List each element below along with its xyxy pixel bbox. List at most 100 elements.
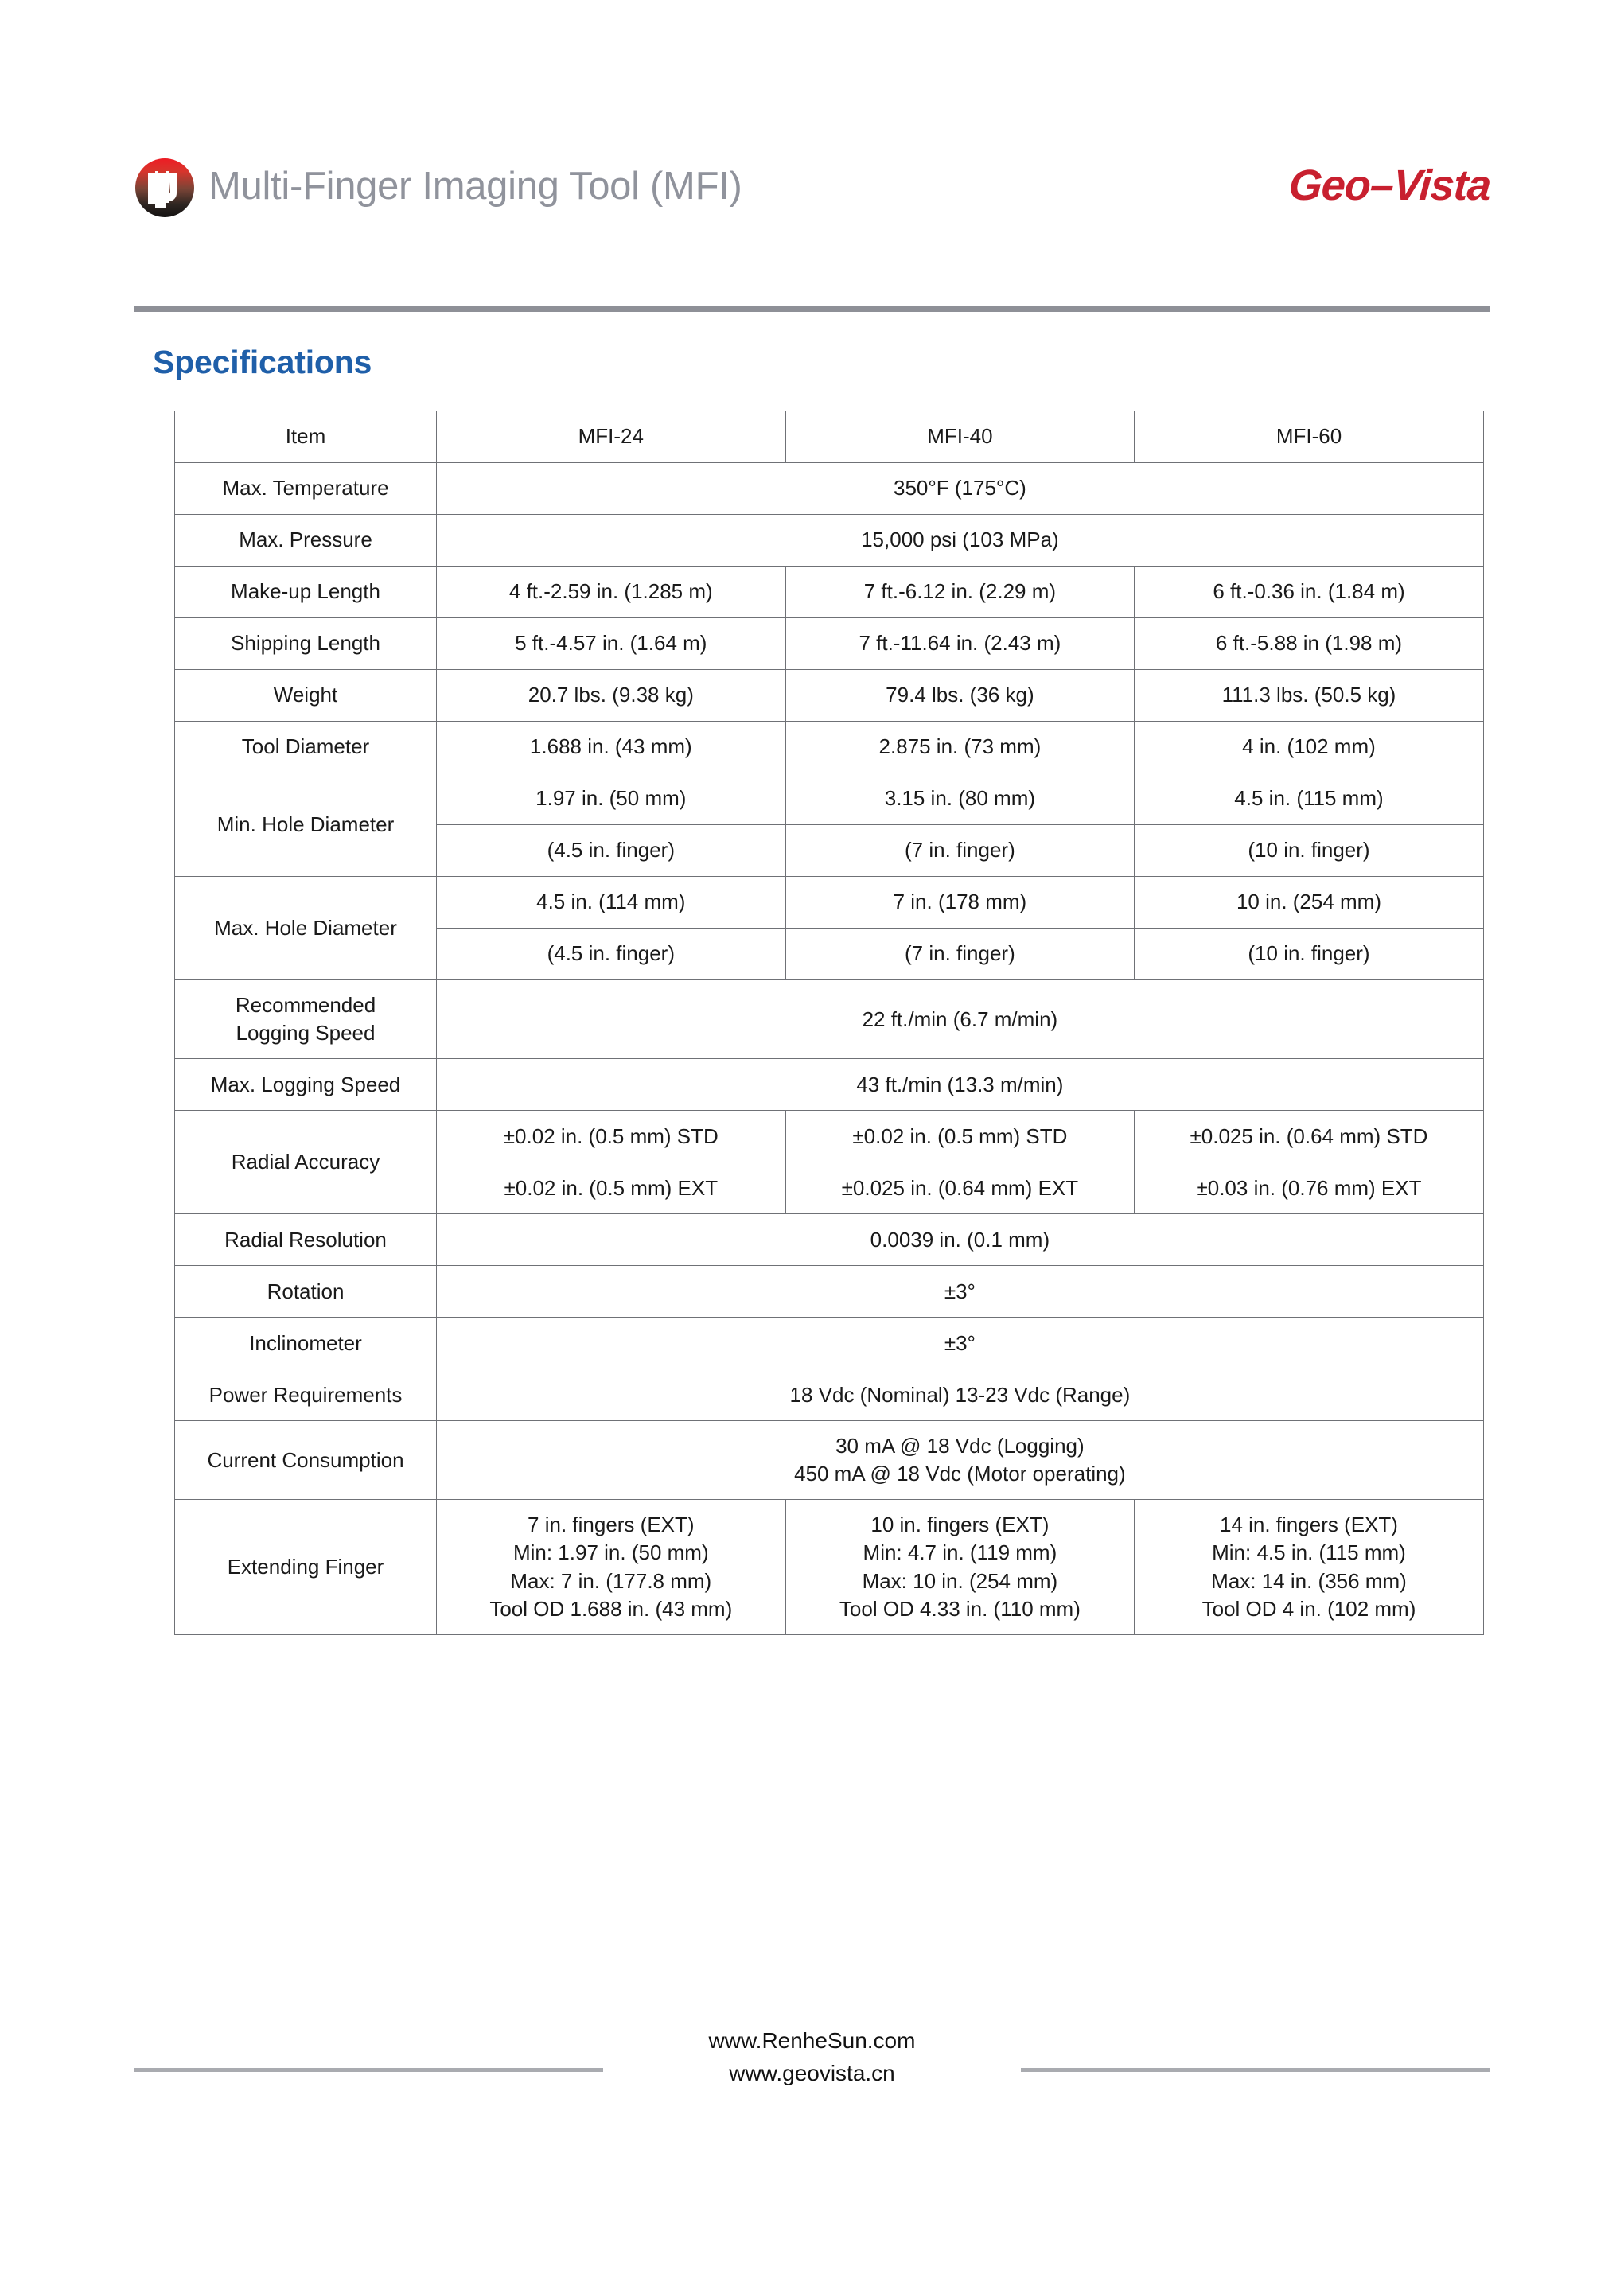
extending-finger-max: Max: 7 in. (177.8 mm): [510, 1568, 712, 1593]
footer-divider-right: [1021, 2068, 1490, 2072]
row-label: Current Consumption: [174, 1420, 437, 1501]
table-row: Power Requirements 18 Vdc (Nominal) 13-2…: [174, 1369, 1484, 1422]
extending-finger-min: Min: 1.97 in. (50 mm): [512, 1540, 709, 1565]
column-header-mfi60: MFI-60: [1134, 411, 1484, 463]
page-footer: www.RenheSun.com www.geovista.cn: [134, 2025, 1490, 2113]
row-value-mfi40: 7 ft.-11.64 in. (2.43 m): [785, 617, 1135, 670]
row-label: Shipping Length: [174, 617, 437, 670]
table-row: Make-up Length 4 ft.-2.59 in. (1.285 m) …: [174, 566, 1484, 618]
column-header-mfi24: MFI-24: [436, 411, 786, 463]
radial-accuracy-ext-mfi60: ±0.03 in. (0.76 mm) EXT: [1134, 1162, 1484, 1215]
table-row: (4.5 in. finger) (7 in. finger) (10 in. …: [175, 824, 1484, 877]
footer-link-geovista[interactable]: www.geovista.cn: [729, 2060, 895, 2085]
current-consumption-logging: 30 mA @ 18 Vdc (Logging): [835, 1434, 1085, 1458]
row-label: Max. Pressure: [174, 514, 437, 567]
row-label-line1: Recommended: [235, 993, 376, 1017]
row-label: Extending Finger: [174, 1499, 437, 1635]
extending-finger-min: Min: 4.7 in. (119 mm): [863, 1540, 1057, 1565]
footer-link-renhesun[interactable]: www.RenheSun.com: [708, 2028, 916, 2053]
product-title-group: Multi-Finger Imaging Tool (MFI): [134, 140, 742, 236]
row-value-mfi60: 6 ft.-5.88 in (1.98 m): [1134, 617, 1484, 670]
max-logging-speed-value: 43 ft./min (13.3 m/min): [436, 1058, 1484, 1112]
table-row: Max. Pressure 15,000 psi (103 MPa): [174, 514, 1484, 567]
table-row: Max. Logging Speed 43 ft./min (13.3 m/mi…: [174, 1058, 1484, 1112]
row-label: Max. Temperature: [174, 462, 437, 515]
specifications-table: Item MFI-24 MFI-40 MFI-60 Max. Temperatu…: [174, 411, 1484, 1635]
table-row: Max. Hole Diameter 4.5 in. (114 mm) 7 in…: [174, 876, 1484, 980]
table-row: Max. Temperature 350°F (175°C): [174, 462, 1484, 515]
row-label: Make-up Length: [174, 566, 437, 618]
radial-accuracy-ext-mfi24: ±0.02 in. (0.5 mm) EXT: [436, 1162, 786, 1215]
row-value-all: 15,000 psi (103 MPa): [436, 514, 1484, 567]
max-hole-mfi40: 7 in. (178 mm): [785, 876, 1135, 929]
table-row: Inclinometer ±3°: [174, 1317, 1484, 1370]
section-heading-specifications: Specifications: [153, 344, 372, 380]
table-row: Weight 20.7 lbs. (9.38 kg) 79.4 lbs. (36…: [174, 669, 1484, 722]
table-row: Rotation ±3°: [174, 1265, 1484, 1318]
min-hole-mfi40: 3.15 in. (80 mm): [785, 773, 1135, 825]
extending-finger-mfi60: 14 in. fingers (EXT) Min: 4.5 in. (115 m…: [1134, 1499, 1484, 1635]
row-value-mfi40: 2.875 in. (73 mm): [785, 721, 1135, 773]
column-header-mfi40: MFI-40: [785, 411, 1135, 463]
current-consumption-values: 30 mA @ 18 Vdc (Logging) 450 mA @ 18 Vdc…: [436, 1420, 1484, 1501]
max-hole-mfi60: 10 in. (254 mm): [1134, 876, 1484, 929]
max-hole-finger-mfi40: (7 in. finger): [785, 928, 1135, 980]
extending-finger-max: Max: 14 in. (356 mm): [1211, 1568, 1407, 1593]
min-hole-finger-mfi60: (10 in. finger): [1134, 824, 1484, 877]
row-label: Max. Logging Speed: [174, 1058, 437, 1112]
row-value-mfi24: 1.688 in. (43 mm): [436, 721, 786, 773]
table-row: Recommended Logging Speed 22 ft./min (6.…: [174, 979, 1484, 1060]
row-value-mfi60: 4 in. (102 mm): [1134, 721, 1484, 773]
row-value-all: 350°F (175°C): [436, 462, 1484, 515]
row-value-mfi60: 111.3 lbs. (50.5 kg): [1134, 669, 1484, 722]
row-value-all: 0.0039 in. (0.1 mm): [436, 1213, 1484, 1267]
table-row: ±0.02 in. (0.5 mm) EXT ±0.025 in. (0.64 …: [175, 1162, 1484, 1215]
extending-finger-type: 7 in. fingers (EXT): [528, 1513, 695, 1537]
extending-finger-type: 10 in. fingers (EXT): [870, 1513, 1050, 1537]
row-value-mfi24: 4 ft.-2.59 in. (1.285 m): [436, 566, 786, 618]
row-label: Power Requirements: [174, 1369, 437, 1422]
row-label-recommended-logging-speed: Recommended Logging Speed: [174, 979, 437, 1060]
row-label: Min. Hole Diameter: [174, 773, 437, 877]
footer-links: www.RenheSun.com www.geovista.cn: [134, 2025, 1490, 2089]
footer-divider-left: [134, 2068, 603, 2072]
extending-finger-min: Min: 4.5 in. (115 mm): [1212, 1540, 1406, 1565]
table-row: Current Consumption 30 mA @ 18 Vdc (Logg…: [174, 1420, 1484, 1501]
extending-finger-type: 14 in. fingers (EXT): [1219, 1513, 1398, 1537]
table-row: Shipping Length 5 ft.-4.57 in. (1.64 m) …: [174, 617, 1484, 670]
row-label: Tool Diameter: [174, 721, 437, 773]
row-label: Max. Hole Diameter: [174, 876, 437, 980]
table-row: Radial Accuracy ±0.02 in. (0.5 mm) STD ±…: [174, 1110, 1484, 1215]
extending-finger-mfi40: 10 in. fingers (EXT) Min: 4.7 in. (119 m…: [785, 1499, 1135, 1635]
min-hole-finger-mfi40: (7 in. finger): [785, 824, 1135, 877]
radial-accuracy-std-mfi60: ±0.025 in. (0.64 mm) STD: [1134, 1110, 1484, 1163]
max-hole-finger-mfi60: (10 in. finger): [1134, 928, 1484, 980]
radial-accuracy-std-mfi24: ±0.02 in. (0.5 mm) STD: [436, 1110, 786, 1163]
row-label-line2: Logging Speed: [236, 1021, 376, 1046]
row-label: Radial Accuracy: [174, 1110, 437, 1215]
max-hole-mfi24: 4.5 in. (114 mm): [436, 876, 786, 929]
radial-accuracy-ext-mfi40: ±0.025 in. (0.64 mm) EXT: [785, 1162, 1135, 1215]
extending-finger-tool-od: Tool OD 4 in. (102 mm): [1201, 1596, 1416, 1621]
row-value-mfi60: 6 ft.-0.36 in. (1.84 m): [1134, 566, 1484, 618]
row-label: Weight: [174, 669, 437, 722]
column-header-item: Item: [174, 411, 437, 463]
row-label: Rotation: [174, 1265, 437, 1318]
table-header-row: Item MFI-24 MFI-40 MFI-60: [174, 411, 1484, 463]
max-hole-finger-mfi24: (4.5 in. finger): [436, 928, 786, 980]
extending-finger-tool-od: Tool OD 1.688 in. (43 mm): [489, 1596, 733, 1621]
mfi-circle-logo-icon: [134, 157, 196, 219]
row-label: Radial Resolution: [174, 1213, 437, 1267]
table-row: Extending Finger 7 in. fingers (EXT) Min…: [174, 1499, 1484, 1635]
page-title: Multi-Finger Imaging Tool (MFI): [208, 164, 742, 208]
recommended-logging-speed-value: 22 ft./min (6.7 m/min): [436, 979, 1484, 1060]
header-divider: [134, 306, 1490, 312]
table-row: Tool Diameter 1.688 in. (43 mm) 2.875 in…: [174, 721, 1484, 773]
extending-finger-mfi24: 7 in. fingers (EXT) Min: 1.97 in. (50 mm…: [436, 1499, 786, 1635]
row-value-mfi40: 79.4 lbs. (36 kg): [785, 669, 1135, 722]
extending-finger-max: Max: 10 in. (254 mm): [862, 1568, 1058, 1593]
row-value-all: ±3°: [436, 1265, 1484, 1318]
min-hole-finger-mfi24: (4.5 in. finger): [436, 824, 786, 877]
radial-accuracy-std-mfi40: ±0.02 in. (0.5 mm) STD: [785, 1110, 1135, 1163]
